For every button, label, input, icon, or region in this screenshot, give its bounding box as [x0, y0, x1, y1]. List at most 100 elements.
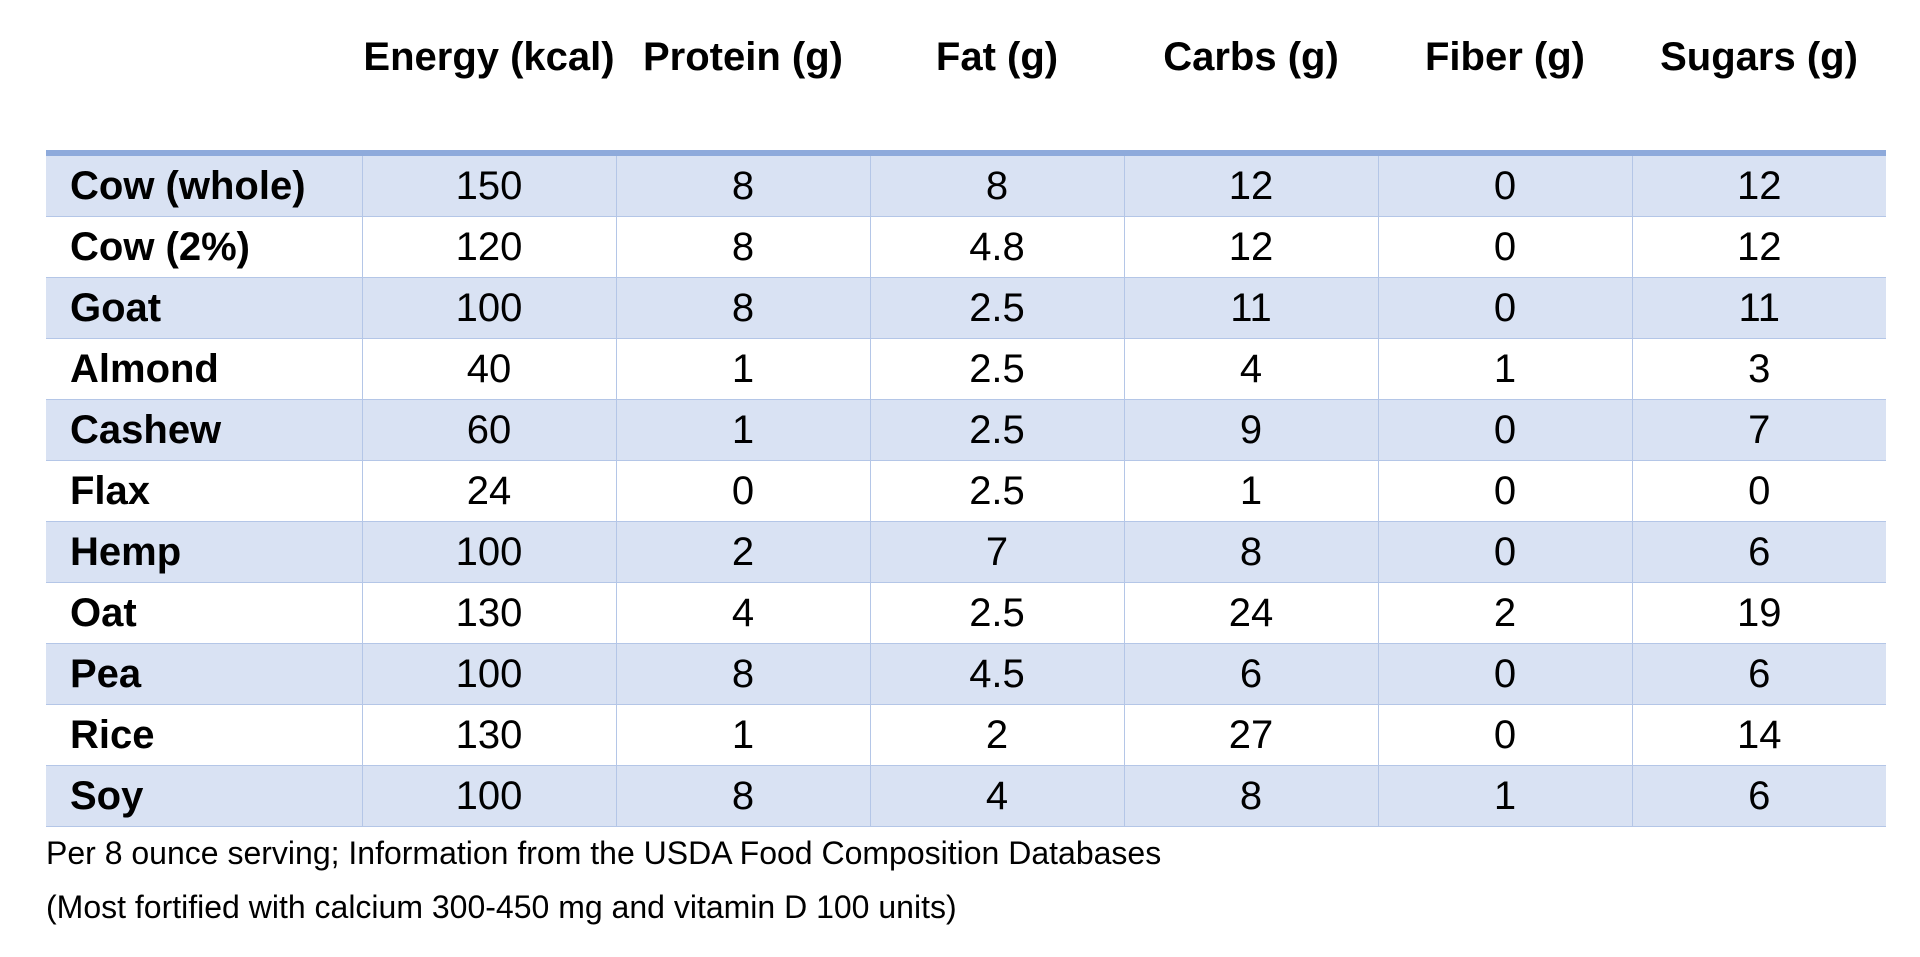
table-body: Cow (whole) 150 8 8 12 0 12 Cow (2%) 120 8 4.8 12 0 1…	[46, 153, 1886, 827]
table-cell: 0	[1378, 643, 1633, 705]
footnote-fortification: (Most fortified with calcium 300-450 mg …	[46, 889, 957, 925]
table-cell: 130	[362, 582, 617, 644]
table-cell: 0	[1632, 460, 1886, 522]
table-cell: 24	[362, 460, 617, 522]
table-cell: 24	[1124, 582, 1379, 644]
header-cell-energy: Energy (kcal)	[362, 34, 616, 156]
table-cell: 8	[616, 277, 871, 339]
table-row: Cow (2%) 120 8 4.8 12 0 12	[46, 216, 1886, 278]
table-cell: 4	[1124, 338, 1379, 400]
table-cell: 12	[1124, 216, 1379, 278]
table-cell: 100	[362, 521, 617, 583]
table-cell: 2	[870, 704, 1125, 766]
table-cell: 2.5	[870, 582, 1125, 644]
row-label: Almond	[46, 338, 363, 400]
table-cell: 120	[362, 216, 617, 278]
table-cell: 11	[1124, 277, 1379, 339]
header-cell-fat: Fat (g)	[870, 34, 1124, 156]
table-cell: 11	[1632, 277, 1886, 339]
table-cell: 2.5	[870, 277, 1125, 339]
table-cell: 19	[1632, 582, 1886, 644]
table-cell: 8	[1124, 765, 1379, 827]
table-cell: 1	[1378, 338, 1633, 400]
table-cell: 8	[616, 216, 871, 278]
table-cell: 0	[1378, 399, 1633, 461]
table-cell: 7	[870, 521, 1125, 583]
table-row: Rice 130 1 2 27 0 14	[46, 704, 1886, 766]
row-label: Goat	[46, 277, 363, 339]
header-cell-fiber: Fiber (g)	[1378, 34, 1632, 156]
header-cell-sugars: Sugars (g)	[1632, 34, 1886, 156]
table-cell: 8	[870, 153, 1125, 217]
table-cell: 8	[616, 643, 871, 705]
table-cell: 4	[870, 765, 1125, 827]
table-cell: 1	[616, 399, 871, 461]
table-cell: 14	[1632, 704, 1886, 766]
table-cell: 1	[616, 338, 871, 400]
table-cell: 2.5	[870, 338, 1125, 400]
table-cell: 9	[1124, 399, 1379, 461]
table-cell: 12	[1632, 216, 1886, 278]
table-cell: 40	[362, 338, 617, 400]
table-cell: 27	[1124, 704, 1379, 766]
table-cell: 2	[616, 521, 871, 583]
table-cell: 0	[1378, 153, 1633, 217]
table-cell: 2.5	[870, 460, 1125, 522]
table-header: Energy (kcal) Protein (g) Fat (g) Carbs …	[46, 34, 1886, 156]
table-cell: 8	[616, 153, 871, 217]
footnotes: Per 8 ounce serving; Information from th…	[46, 826, 1161, 934]
row-label: Pea	[46, 643, 363, 705]
table-cell: 12	[1632, 153, 1886, 217]
header-row: Energy (kcal) Protein (g) Fat (g) Carbs …	[46, 34, 1886, 156]
table-cell: 6	[1124, 643, 1379, 705]
table-row: Pea 100 8 4.5 6 0 6	[46, 643, 1886, 705]
row-label: Cashew	[46, 399, 363, 461]
table-cell: 8	[616, 765, 871, 827]
header-cell-blank	[46, 34, 362, 156]
table-cell: 6	[1632, 765, 1886, 827]
row-label: Hemp	[46, 521, 363, 583]
table-row: Almond 40 1 2.5 4 1 3	[46, 338, 1886, 400]
table-row: Goat 100 8 2.5 11 0 11	[46, 277, 1886, 339]
table-row: Soy 100 8 4 8 1 6	[46, 765, 1886, 827]
table-cell: 6	[1632, 521, 1886, 583]
table-row: Oat 130 4 2.5 24 2 19	[46, 582, 1886, 644]
table-cell: 4	[616, 582, 871, 644]
table-cell: 1	[1124, 460, 1379, 522]
table-cell: 100	[362, 277, 617, 339]
table-row: Flax 24 0 2.5 1 0 0	[46, 460, 1886, 522]
table-cell: 4.5	[870, 643, 1125, 705]
header-cell-carbs: Carbs (g)	[1124, 34, 1378, 156]
table-cell: 12	[1124, 153, 1379, 217]
table-cell: 0	[1378, 460, 1633, 522]
nutrition-table: Energy (kcal) Protein (g) Fat (g) Carbs …	[46, 34, 1886, 827]
row-label: Cow (2%)	[46, 216, 363, 278]
table-cell: 100	[362, 765, 617, 827]
header-cell-protein: Protein (g)	[616, 34, 870, 156]
row-label: Cow (whole)	[46, 153, 363, 217]
table-cell: 1	[1378, 765, 1633, 827]
table-cell: 0	[616, 460, 871, 522]
table-cell: 130	[362, 704, 617, 766]
table-cell: 1	[616, 704, 871, 766]
table-row: Cashew 60 1 2.5 9 0 7	[46, 399, 1886, 461]
table-cell: 2	[1378, 582, 1633, 644]
table-row: Hemp 100 2 7 8 0 6	[46, 521, 1886, 583]
row-label: Soy	[46, 765, 363, 827]
table-cell: 4.8	[870, 216, 1125, 278]
row-label: Oat	[46, 582, 363, 644]
row-label: Rice	[46, 704, 363, 766]
table-cell: 3	[1632, 338, 1886, 400]
table-cell: 150	[362, 153, 617, 217]
table-cell: 0	[1378, 277, 1633, 339]
table-row: Cow (whole) 150 8 8 12 0 12	[46, 153, 1886, 217]
table-cell: 2.5	[870, 399, 1125, 461]
footnote-serving: Per 8 ounce serving; Information from th…	[46, 835, 1162, 871]
table-cell: 0	[1378, 521, 1633, 583]
row-label: Flax	[46, 460, 363, 522]
table-cell: 8	[1124, 521, 1379, 583]
table-cell: 7	[1632, 399, 1886, 461]
table-cell: 0	[1378, 216, 1633, 278]
table-cell: 0	[1378, 704, 1633, 766]
